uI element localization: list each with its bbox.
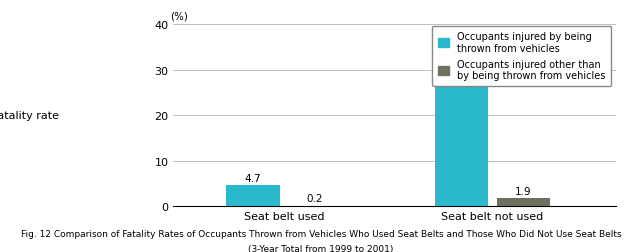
- Text: (%): (%): [170, 11, 188, 21]
- Bar: [288, 206, 342, 207]
- Text: Fig. 12 Comparison of Fatality Rates of Occupants Thrown from Vehicles Who Used : Fig. 12 Comparison of Fatality Rates of …: [21, 229, 621, 238]
- Text: 0.2: 0.2: [307, 194, 324, 203]
- Bar: [497, 198, 550, 207]
- Text: (3-Year Total from 1999 to 2001): (3-Year Total from 1999 to 2001): [248, 244, 394, 252]
- Bar: [227, 185, 280, 207]
- Text: 36.8: 36.8: [449, 27, 473, 38]
- Bar: [435, 40, 488, 207]
- Legend: Occupants injured by being
thrown from vehicles, Occupants injured other than
by: Occupants injured by being thrown from v…: [432, 26, 611, 87]
- Text: Fatality rate: Fatality rate: [0, 111, 59, 121]
- Text: 4.7: 4.7: [245, 173, 261, 183]
- Text: 1.9: 1.9: [515, 186, 532, 196]
